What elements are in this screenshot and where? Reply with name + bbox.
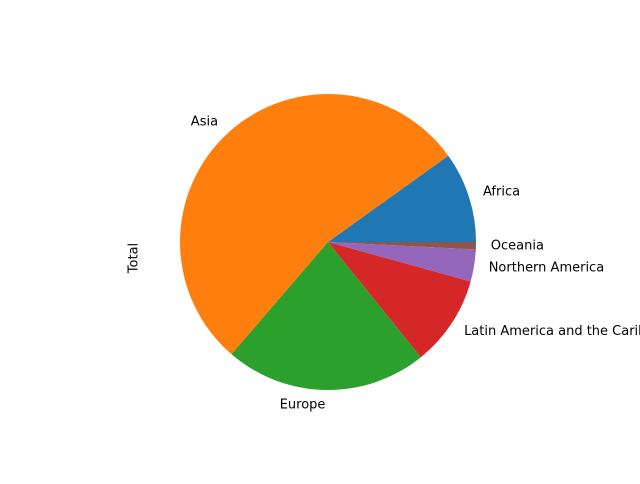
pie-slice-oceania [328, 242, 476, 250]
pie-slice-africa [328, 155, 476, 242]
pie-label-oceania: Oceania [491, 239, 544, 254]
pie-slices [180, 94, 476, 391]
pie-label-northern-america: Northern America [489, 260, 604, 275]
pie-labels: Africa Asia Europe Latin America and the Ca… [191, 114, 640, 412]
pie-slice-asia [180, 94, 449, 355]
pie-label-latin-america-and-the-caribbean: Latin America and the Caribbean [464, 324, 640, 339]
pie-slice-northern-america [328, 242, 476, 282]
pie-label-asia: Asia [191, 114, 218, 129]
pie-slice-europe [231, 242, 421, 391]
pie-slice-latin-america-and-the-caribbean [328, 242, 471, 358]
y-axis-label: Total [127, 243, 142, 274]
pie-label-africa: Africa [483, 185, 520, 200]
pie-label-europe: Europe [280, 397, 326, 412]
